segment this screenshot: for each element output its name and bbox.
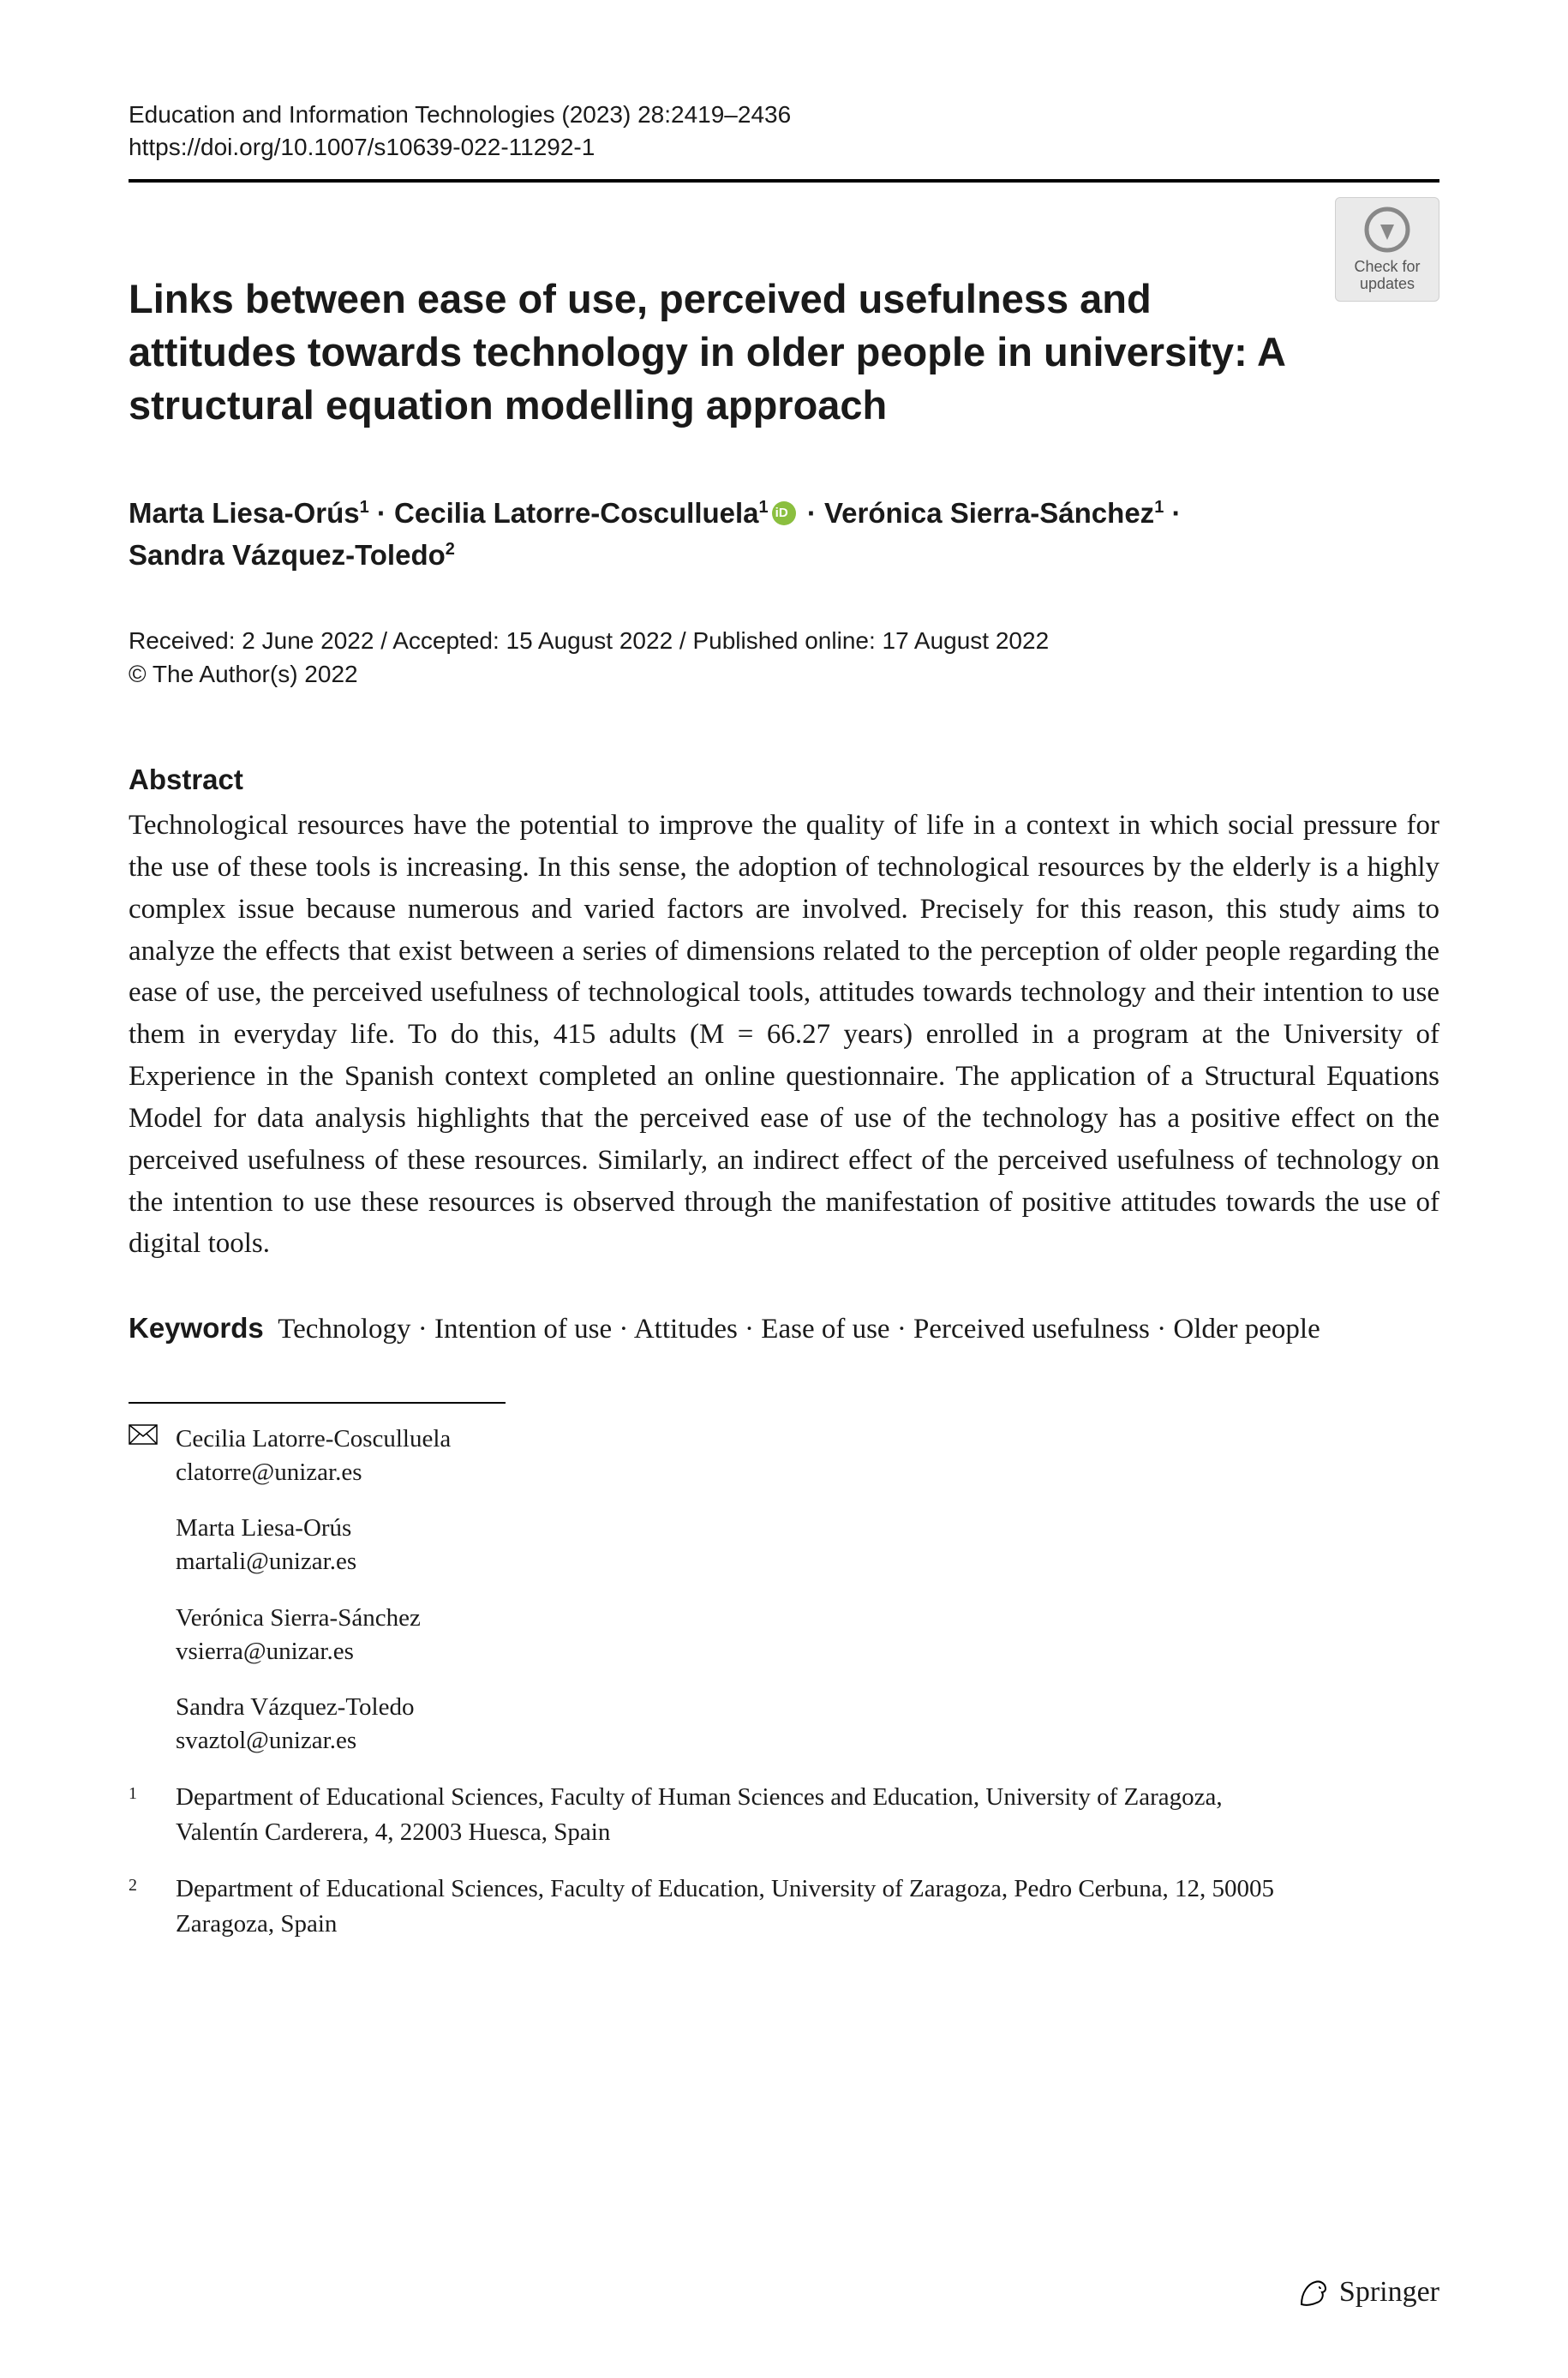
keywords-label: Keywords bbox=[129, 1312, 264, 1344]
author-3: Verónica Sierra-Sánchez bbox=[824, 497, 1154, 529]
article-title: Links between ease of use, perceived use… bbox=[129, 273, 1285, 432]
check-updates-text-2: updates bbox=[1360, 276, 1415, 293]
received-accepted-published: Received: 2 June 2022 / Accepted: 15 Aug… bbox=[129, 624, 1439, 657]
contact-row-corresponding: Cecilia Latorre-Cosculluela clatorre@uni… bbox=[129, 1423, 1439, 1489]
page: Education and Information Technologies (… bbox=[0, 0, 1568, 2378]
contact-name: Marta Liesa-Orús bbox=[176, 1512, 356, 1545]
authors-block: Marta Liesa-Orús1 · Cecilia Latorre-Cosc… bbox=[129, 492, 1439, 577]
springer-horse-icon bbox=[1296, 2275, 1331, 2309]
contact-email[interactable]: clatorre@unizar.es bbox=[176, 1456, 451, 1489]
envelope-icon bbox=[129, 1423, 176, 1445]
article-dates: Received: 2 June 2022 / Accepted: 15 Aug… bbox=[129, 624, 1439, 691]
contact-row: Verónica Sierra-Sánchez vsierra@unizar.e… bbox=[129, 1602, 1439, 1668]
contact-name: Cecilia Latorre-Cosculluela bbox=[176, 1423, 451, 1456]
contact-email[interactable]: svaztol@unizar.es bbox=[176, 1724, 414, 1758]
author-2: Cecilia Latorre-Cosculluela bbox=[394, 497, 758, 529]
contact-email[interactable]: martali@unizar.es bbox=[176, 1545, 356, 1578]
author-sep: · bbox=[799, 497, 824, 529]
abstract-body: Technological resources have the potenti… bbox=[129, 805, 1439, 1265]
author-sep: · bbox=[1164, 497, 1181, 529]
keywords-block: Keywords Technology · Intention of use ·… bbox=[129, 1308, 1439, 1351]
affiliations: 1 Department of Educational Sciences, Fa… bbox=[129, 1780, 1439, 1941]
check-for-updates-badge[interactable]: Check for updates bbox=[1335, 197, 1439, 302]
author-sep: · bbox=[369, 497, 394, 529]
affiliation-number: 1 bbox=[129, 1780, 176, 1849]
copyright-line: © The Author(s) 2022 bbox=[129, 657, 1439, 691]
affiliation-text: Department of Educational Sciences, Facu… bbox=[176, 1780, 1307, 1849]
publisher-logo: Springer bbox=[1296, 2275, 1439, 2309]
author-1: Marta Liesa-Orús bbox=[129, 497, 360, 529]
author-4: Sandra Vázquez-Toledo bbox=[129, 539, 446, 571]
publisher-name: Springer bbox=[1339, 2276, 1439, 2309]
check-updates-icon bbox=[1363, 206, 1411, 254]
affiliation-row: 1 Department of Educational Sciences, Fa… bbox=[129, 1780, 1439, 1849]
abstract-heading: Abstract bbox=[129, 764, 1439, 796]
footnote-rule bbox=[129, 1402, 506, 1404]
contact-name: Sandra Vázquez-Toledo bbox=[176, 1691, 414, 1724]
contact-email[interactable]: vsierra@unizar.es bbox=[176, 1635, 421, 1668]
doi-link[interactable]: https://doi.org/10.1007/s10639-022-11292… bbox=[129, 131, 1439, 164]
author-4-aff: 2 bbox=[446, 540, 455, 559]
affiliation-number: 2 bbox=[129, 1872, 176, 1941]
journal-citation: Education and Information Technologies (… bbox=[129, 99, 1439, 131]
author-3-aff: 1 bbox=[1154, 498, 1164, 517]
header-rule bbox=[129, 179, 1439, 183]
author-1-aff: 1 bbox=[360, 498, 369, 517]
contact-row: Marta Liesa-Orús martali@unizar.es bbox=[129, 1512, 1439, 1578]
keywords-text: Technology · Intention of use · Attitude… bbox=[278, 1314, 1320, 1345]
check-updates-text-1: Check for bbox=[1354, 259, 1420, 276]
author-contacts: Cecilia Latorre-Cosculluela clatorre@uni… bbox=[129, 1423, 1439, 1758]
affiliation-row: 2 Department of Educational Sciences, Fa… bbox=[129, 1872, 1439, 1941]
orcid-icon[interactable] bbox=[772, 501, 796, 525]
author-2-aff: 1 bbox=[759, 498, 769, 517]
affiliation-text: Department of Educational Sciences, Facu… bbox=[176, 1872, 1307, 1941]
contact-name: Verónica Sierra-Sánchez bbox=[176, 1602, 421, 1635]
contact-row: Sandra Vázquez-Toledo svaztol@unizar.es bbox=[129, 1691, 1439, 1758]
